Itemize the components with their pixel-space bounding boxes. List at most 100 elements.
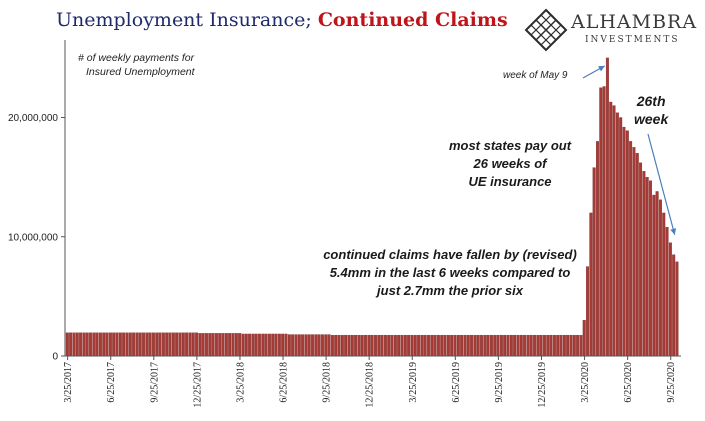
annotation-states: most states pay out 26 weeks of UE insur…: [437, 137, 583, 191]
bar: [374, 334, 377, 357]
bar: [576, 334, 580, 357]
bar: [271, 333, 275, 357]
bar: [612, 105, 616, 357]
bar: [205, 333, 208, 357]
bar: [586, 266, 590, 357]
bar: [125, 332, 129, 357]
bar: [132, 332, 136, 357]
y-tick-label: 10,000,000: [8, 232, 58, 243]
bar: [347, 334, 351, 357]
bar: [254, 333, 258, 357]
claims-line2: 5.4mm in the last 6 weeks compared to: [329, 265, 571, 280]
bar: [311, 334, 315, 357]
bar: [340, 334, 344, 357]
bar: [549, 334, 553, 357]
bar: [552, 334, 556, 357]
bar: [185, 332, 189, 357]
bar: [417, 334, 421, 357]
bar: [155, 332, 159, 357]
bar: [380, 334, 384, 357]
y-ticks: 0 10,000,000 20,000,000: [8, 113, 65, 363]
bar: [473, 334, 477, 357]
bar: [330, 334, 334, 357]
bar: [208, 333, 212, 357]
chart-title: Unemployment Insurance; Continued Claims: [56, 9, 508, 31]
bar: [526, 334, 530, 357]
arrow-line: [647, 133, 676, 235]
bar: [665, 227, 669, 357]
bar: [649, 180, 652, 357]
bar: [115, 332, 119, 357]
bar: [556, 334, 560, 357]
bar: [370, 334, 374, 357]
x-tick-label: 3/25/2018: [235, 362, 246, 403]
bar: [122, 332, 126, 357]
x-tick-label: 9/25/2018: [322, 362, 333, 403]
bar: [420, 334, 424, 357]
bar: [228, 333, 232, 357]
bar: [158, 332, 162, 357]
bar: [191, 332, 195, 357]
bar: [599, 87, 603, 357]
bar: [118, 332, 122, 357]
bar: [453, 334, 457, 357]
bar: [675, 261, 679, 357]
bar: [171, 332, 175, 357]
bar: [344, 334, 348, 357]
bar: [460, 334, 464, 357]
bar: [383, 334, 387, 357]
bar: [334, 334, 338, 357]
claims-line1: continued claims have fallen by (revised…: [323, 247, 577, 262]
bar: [622, 126, 626, 357]
bar: [251, 333, 255, 357]
bar: [364, 334, 368, 357]
bar: [178, 332, 182, 357]
bar: [450, 334, 454, 357]
bar: [264, 333, 268, 357]
bar: [400, 334, 404, 357]
bar: [79, 332, 83, 357]
bar: [503, 334, 507, 357]
bar: [314, 334, 318, 357]
bar: [224, 333, 228, 357]
x-tick-label: 6/25/2017: [106, 362, 117, 403]
bar: [142, 332, 146, 357]
bar: [337, 334, 341, 357]
bar: [476, 334, 480, 357]
bar: [632, 147, 636, 357]
bar: [413, 334, 417, 357]
x-tick-label: 12/25/2017: [192, 362, 203, 408]
bar: [430, 334, 434, 357]
bar: [566, 334, 570, 357]
bar: [489, 334, 493, 357]
bar: [440, 334, 444, 357]
bar: [582, 320, 586, 357]
bar: [261, 333, 265, 357]
bar: [635, 153, 639, 357]
x-tick-label: 9/25/2019: [494, 362, 505, 403]
brand-logo: ALHAMBRA INVESTMENTS: [524, 8, 702, 52]
bar: [168, 332, 172, 357]
bar: [238, 333, 242, 357]
bar: [470, 334, 474, 357]
bar: [423, 334, 427, 357]
bar: [188, 332, 192, 357]
bar: [539, 334, 543, 357]
bar: [546, 334, 550, 357]
bar: [645, 176, 649, 357]
bar: [562, 334, 566, 357]
bar: [277, 333, 281, 357]
states-line2: 26 weeks of: [473, 156, 547, 171]
bar: [596, 141, 599, 357]
states-line3: UE insurance: [468, 174, 552, 189]
bar: [466, 334, 470, 357]
bar: [69, 332, 73, 357]
x-tick-label: 6/25/2020: [623, 362, 634, 403]
bar: [483, 334, 487, 357]
bar: [456, 334, 460, 357]
bar: [496, 334, 500, 357]
bar: [668, 242, 672, 357]
title-part1: Unemployment Insurance;: [56, 9, 312, 31]
bar: [138, 332, 142, 357]
